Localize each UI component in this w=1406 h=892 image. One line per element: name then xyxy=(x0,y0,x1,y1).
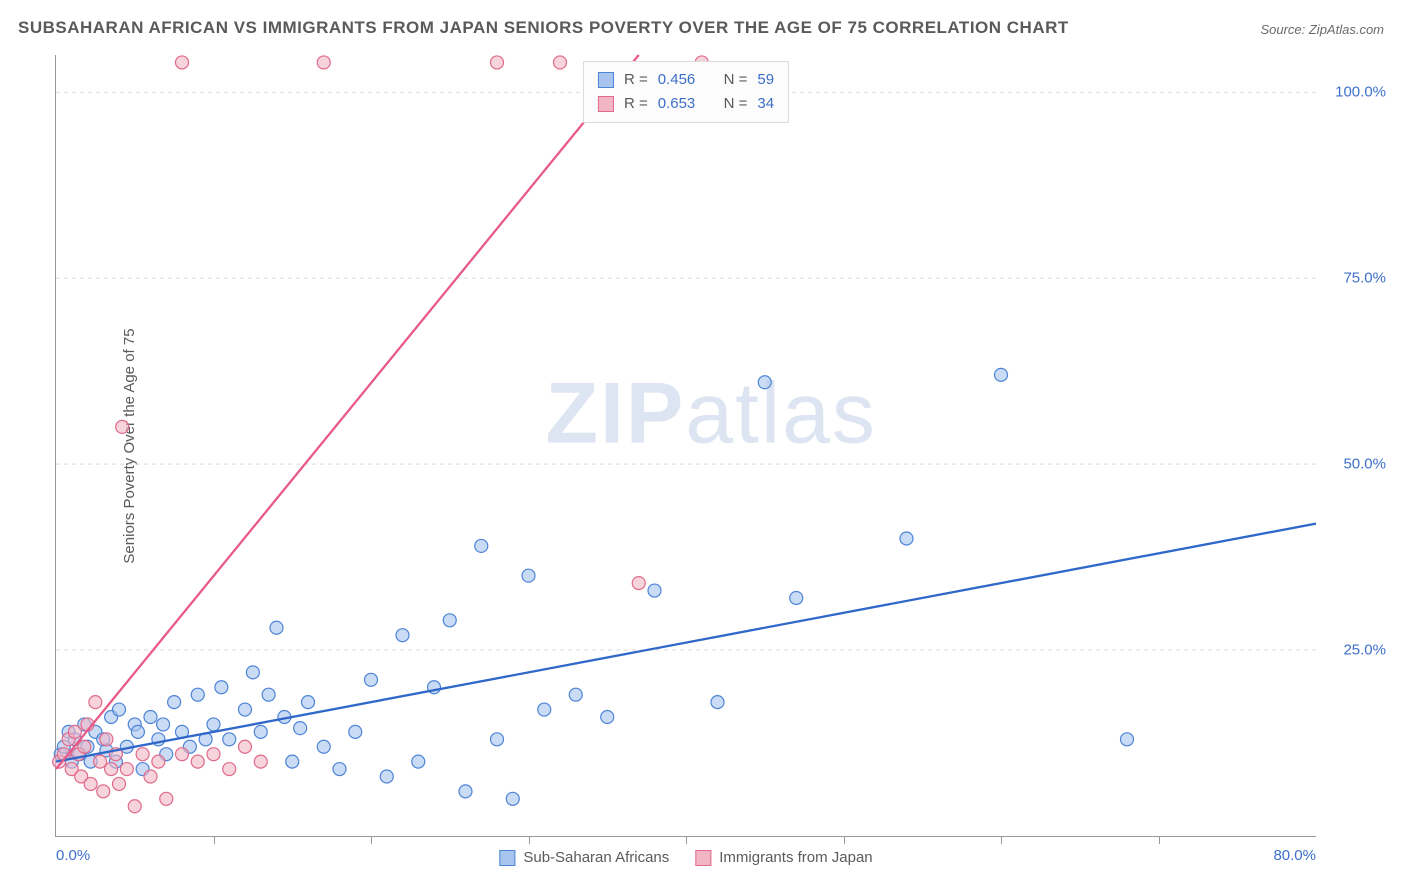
legend-swatch-blue xyxy=(499,850,515,866)
legend-series: Sub-Saharan Africans Immigrants from Jap… xyxy=(499,849,872,866)
x-minor-tick xyxy=(371,836,372,844)
legend-label-2: Immigrants from Japan xyxy=(719,849,872,866)
x-tick-label: 0.0% xyxy=(56,847,90,864)
plot-area: ZIPatlas R = 0.456 N = 59 R = 0.653 N = … xyxy=(55,55,1316,837)
legend-item-2: Immigrants from Japan xyxy=(695,849,872,866)
r-value-2: 0.653 xyxy=(658,92,696,116)
x-minor-tick xyxy=(1001,836,1002,844)
legend-row-1: R = 0.456 N = 59 xyxy=(598,68,774,92)
legend-correlation: R = 0.456 N = 59 R = 0.653 N = 34 xyxy=(583,61,789,123)
n-label: N = xyxy=(724,68,748,92)
source-label: Source: ZipAtlas.com xyxy=(1260,22,1384,37)
legend-swatch-pink xyxy=(598,96,614,112)
y-tick-label: 25.0% xyxy=(1343,642,1386,659)
r-label: R = xyxy=(624,92,648,116)
x-minor-tick xyxy=(844,836,845,844)
legend-item-1: Sub-Saharan Africans xyxy=(499,849,669,866)
y-tick-label: 100.0% xyxy=(1335,84,1386,101)
legend-swatch-blue xyxy=(598,72,614,88)
legend-swatch-pink xyxy=(695,850,711,866)
x-minor-tick xyxy=(686,836,687,844)
r-value-1: 0.456 xyxy=(658,68,696,92)
y-tick-label: 50.0% xyxy=(1343,456,1386,473)
x-minor-tick xyxy=(1159,836,1160,844)
plot-svg xyxy=(56,55,1316,836)
n-value-2: 34 xyxy=(757,92,774,116)
x-tick-label: 80.0% xyxy=(1273,847,1316,864)
x-minor-tick xyxy=(214,836,215,844)
legend-label-1: Sub-Saharan Africans xyxy=(523,849,669,866)
r-label: R = xyxy=(624,68,648,92)
legend-row-2: R = 0.653 N = 34 xyxy=(598,92,774,116)
y-tick-label: 75.0% xyxy=(1343,270,1386,287)
n-value-1: 59 xyxy=(757,68,774,92)
x-minor-tick xyxy=(529,836,530,844)
n-label: N = xyxy=(724,92,748,116)
chart-title: SUBSAHARAN AFRICAN VS IMMIGRANTS FROM JA… xyxy=(18,18,1069,38)
